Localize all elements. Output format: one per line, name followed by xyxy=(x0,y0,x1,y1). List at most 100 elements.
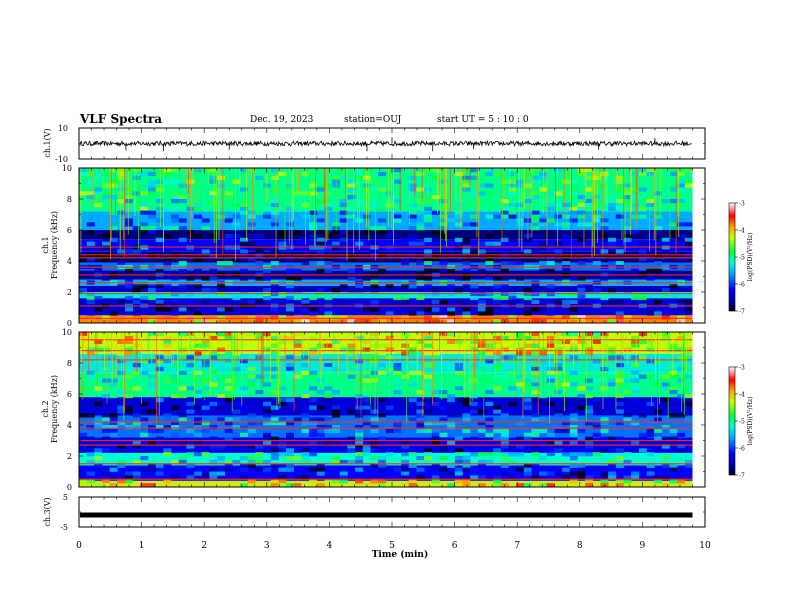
spectrogram-cell xyxy=(470,436,479,441)
spectrogram-cell xyxy=(178,268,187,273)
spectrogram-cell xyxy=(209,199,218,204)
spectrogram-cell xyxy=(523,467,532,472)
spectrogram-cell xyxy=(677,475,686,480)
spectrogram-cell xyxy=(554,370,563,375)
spectrogram-cell xyxy=(263,413,271,418)
spectrogram-cell xyxy=(431,436,440,441)
spectrogram-cell xyxy=(669,390,678,395)
spectrogram-cell xyxy=(531,249,540,254)
colorbar-tick-label: -5 xyxy=(739,255,745,262)
spectrogram-cell xyxy=(615,397,624,403)
spectrogram-cell xyxy=(677,448,686,453)
spectrogram-cell xyxy=(585,168,594,173)
spectrogram-cell xyxy=(646,343,655,348)
spectrogram-cell xyxy=(224,218,233,223)
spectrogram-cell xyxy=(462,315,471,320)
spectrogram-cell xyxy=(378,417,387,422)
spectrogram-cell xyxy=(585,405,594,410)
spectrogram-cell xyxy=(608,409,617,414)
spectrogram-cell xyxy=(125,339,133,344)
spectrogram-cell xyxy=(255,233,264,239)
spectrogram-cell xyxy=(454,276,463,281)
spectrogram-cell xyxy=(393,425,402,430)
spectrogram-cell xyxy=(493,168,502,173)
spectrogram-cell xyxy=(117,249,126,254)
spectrogram-cell xyxy=(546,432,555,437)
spectrogram-cell xyxy=(408,311,417,316)
spectrogram-cell xyxy=(393,199,402,204)
spectrogram-cell xyxy=(539,394,548,399)
spectrogram-cell xyxy=(240,343,248,348)
spectrogram-cell xyxy=(615,409,624,414)
spectrogram-cell xyxy=(577,463,586,468)
spectrogram-cell xyxy=(661,191,670,196)
spectrogram-cell xyxy=(232,409,241,414)
spectrogram-cell xyxy=(286,335,294,341)
spectrogram-cell xyxy=(393,179,402,184)
spectrogram-cell xyxy=(416,295,425,301)
spectrogram-cell xyxy=(554,332,563,337)
spectrogram-cell xyxy=(117,405,126,410)
spectrogram-cell xyxy=(592,332,601,337)
spectrogram-cell xyxy=(546,268,555,273)
spectrogram-cell xyxy=(132,475,141,480)
spectrogram-cell xyxy=(677,171,686,177)
spectrogram-cell xyxy=(293,409,302,414)
spectrogram-cell xyxy=(109,249,118,254)
spectrogram-cell xyxy=(539,257,548,262)
spectrogram-cell xyxy=(477,355,486,360)
spectrogram-cell xyxy=(140,359,149,364)
spectrogram-cell xyxy=(508,401,517,406)
spectrogram-cell xyxy=(485,459,494,465)
time-tick-label: 9 xyxy=(640,541,646,551)
spectrogram-cell xyxy=(631,335,640,341)
spectrogram-cell xyxy=(209,436,218,441)
spectrogram-cell xyxy=(332,413,341,418)
spectrogram-cell xyxy=(562,332,571,337)
spectrogram-cell xyxy=(684,222,693,227)
spectrogram-cell xyxy=(232,257,241,262)
spectrogram-cell xyxy=(362,405,371,410)
spectrogram-cell xyxy=(531,378,540,383)
spectrogram-cell xyxy=(485,390,494,395)
spectrogram-cell xyxy=(470,467,479,472)
spectrogram-cell xyxy=(477,351,486,356)
spectrogram-cell xyxy=(232,222,241,227)
spectrogram-cell xyxy=(86,440,95,445)
spectrogram-cell xyxy=(240,456,248,461)
spectrogram-cell xyxy=(370,226,379,231)
spectrogram-cell xyxy=(677,183,686,188)
spectrogram-cell xyxy=(600,195,609,200)
spectrogram-cell xyxy=(523,237,532,242)
spectrogram-cell xyxy=(523,249,532,254)
spectrogram-cell xyxy=(132,363,141,368)
spectrogram-cell xyxy=(416,276,425,281)
spectrogram-cell xyxy=(370,249,379,254)
spectrogram-cell xyxy=(439,268,448,273)
spectrogram-cell xyxy=(401,230,410,235)
spectrogram-cell xyxy=(255,390,264,395)
spectrogram-cell xyxy=(224,359,233,364)
spectrogram-cell xyxy=(531,343,540,348)
spectrogram-cell xyxy=(224,467,233,472)
spectrogram-cell xyxy=(201,374,210,379)
spectrogram-cell xyxy=(316,417,325,422)
spectrogram-cell xyxy=(585,483,594,487)
spectrogram-cell xyxy=(638,214,647,219)
ch1-ytick-bottom: -10 xyxy=(55,155,68,164)
spectrogram-cell xyxy=(255,210,264,215)
spectrogram-cell xyxy=(316,237,325,242)
spectrogram-cell xyxy=(424,343,433,348)
spectrogram-cell xyxy=(516,218,525,223)
spectrogram-cell xyxy=(278,440,287,445)
spectrogram-cell xyxy=(546,218,555,223)
colorbar-tick-label: -7 xyxy=(739,309,745,316)
spectrogram-cell xyxy=(677,319,686,323)
spectrogram-cell xyxy=(424,452,433,457)
spectrogram-cell xyxy=(293,288,302,293)
spectrogram-cell xyxy=(592,257,601,262)
spectrogram-cell xyxy=(631,421,640,426)
spectrogram-cell xyxy=(86,444,95,449)
spectrogram-cell xyxy=(140,409,149,414)
spectrogram-cell xyxy=(470,475,479,480)
